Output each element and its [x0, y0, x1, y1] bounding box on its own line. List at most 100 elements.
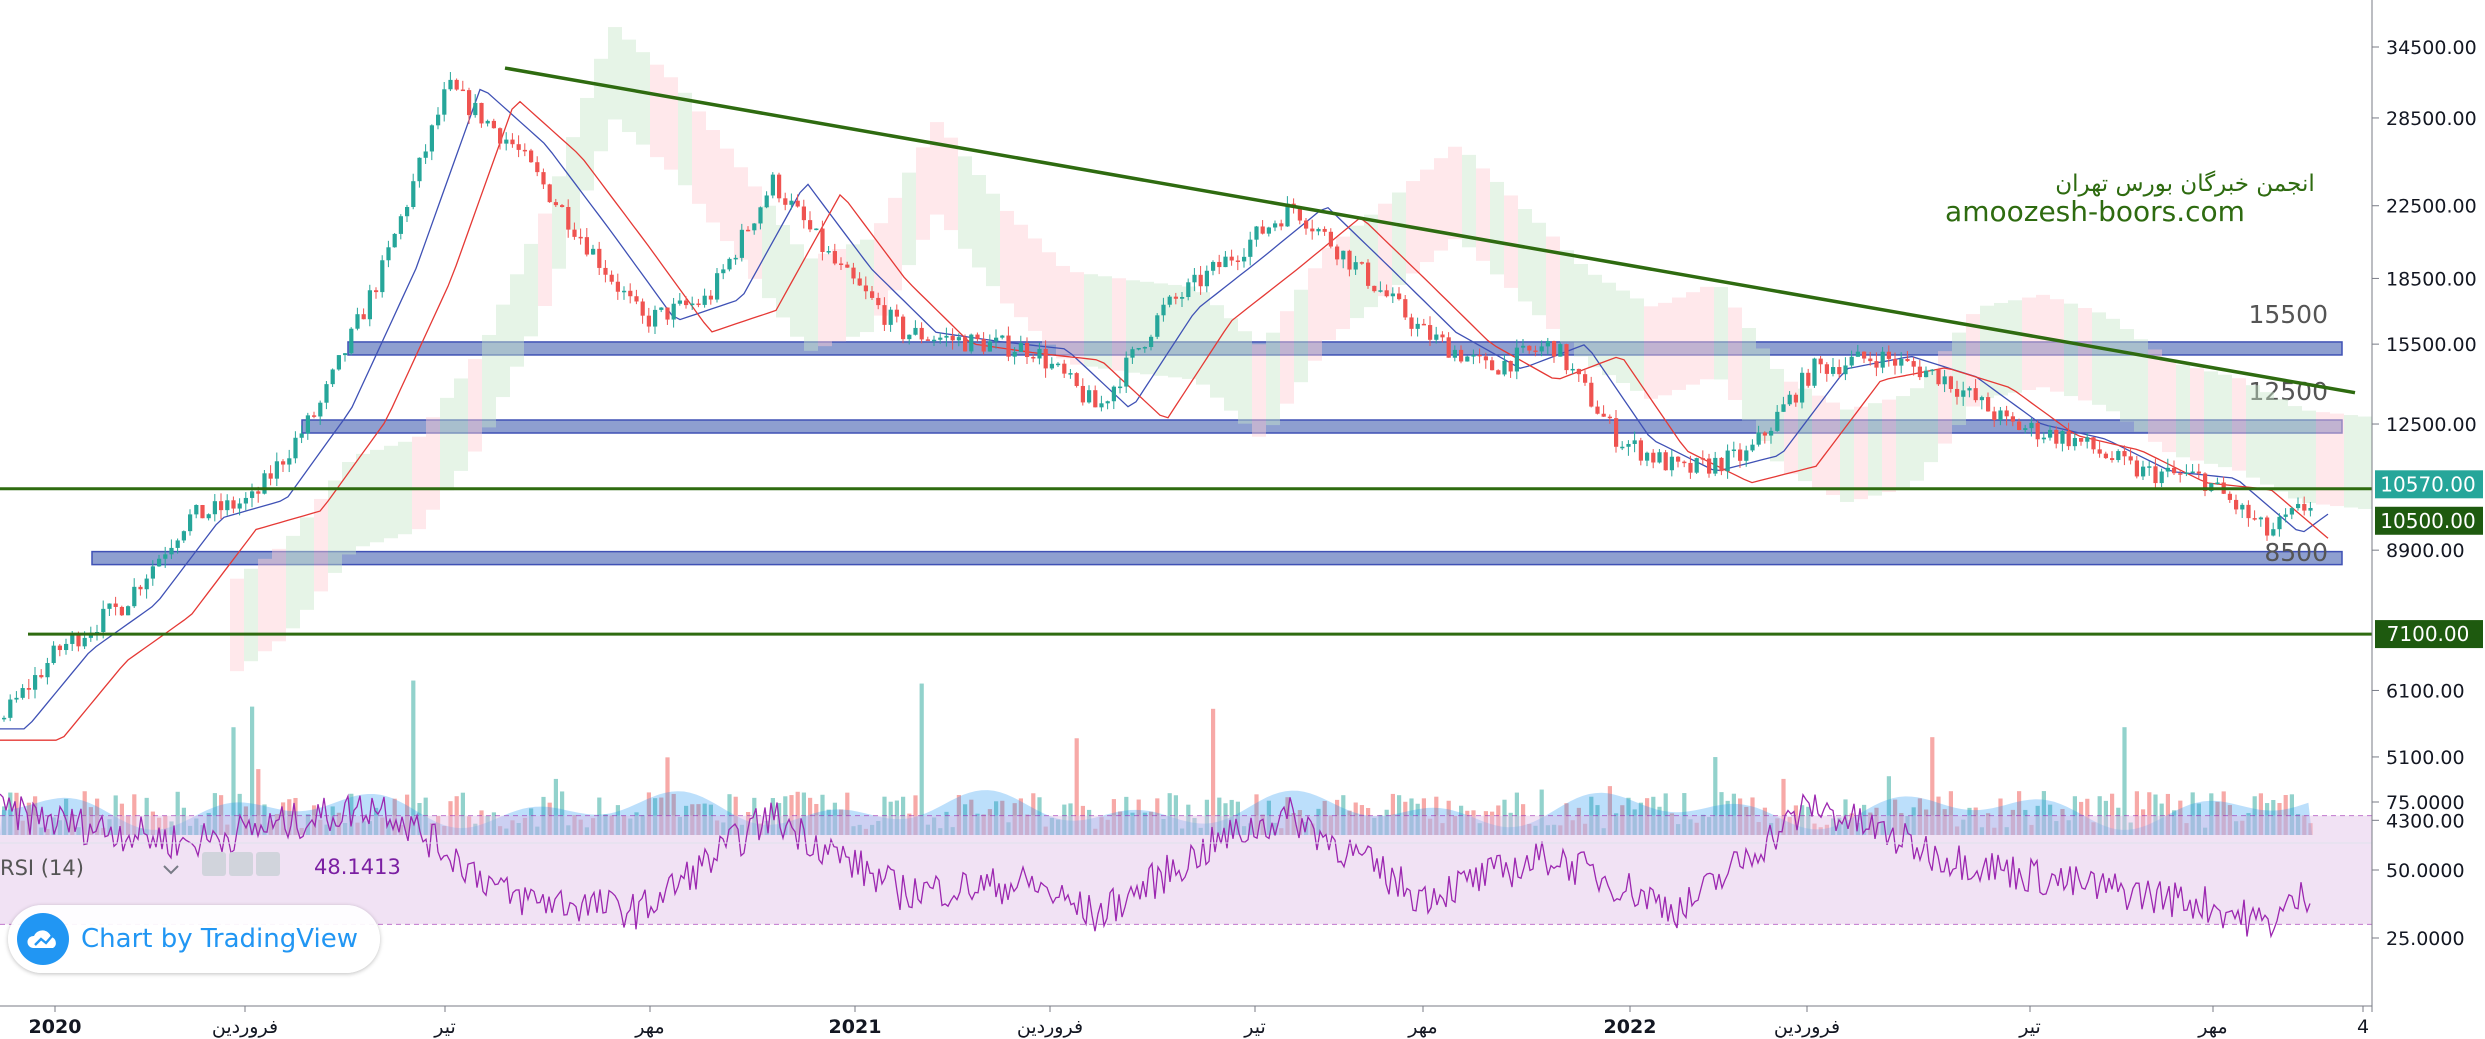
- price-badge-label: 10570.00: [2380, 472, 2475, 496]
- volume-bar: [1273, 822, 1278, 835]
- candle-body: [1719, 457, 1724, 472]
- volume-bar: [76, 827, 81, 835]
- cloud-segment: [930, 122, 944, 215]
- volume-bar: [1886, 776, 1891, 835]
- volume-bar: [274, 814, 279, 835]
- candle-body: [857, 278, 862, 286]
- candle-body: [1490, 360, 1495, 371]
- candle-body: [2085, 437, 2090, 442]
- candle-body: [1787, 394, 1792, 405]
- candle-body: [1583, 374, 1588, 383]
- candle-body: [1242, 256, 1247, 262]
- candle-body: [1601, 413, 1606, 417]
- candle-body: [932, 339, 937, 342]
- y-tick-label: 34500.00: [2386, 37, 2477, 59]
- volume-bar: [448, 801, 453, 835]
- candle-body: [1217, 261, 1222, 268]
- candle-body: [2209, 483, 2214, 491]
- candle-body: [107, 603, 112, 609]
- volume-bar: [1142, 812, 1147, 835]
- volume-bar: [1632, 809, 1637, 835]
- candle-body: [1527, 345, 1532, 351]
- volume-bar: [1012, 803, 1017, 835]
- volume-bar: [603, 814, 608, 835]
- candle-body: [1570, 368, 1575, 371]
- candle-body: [1899, 358, 1904, 366]
- volume-bar: [1167, 793, 1172, 835]
- volume-bar: [1700, 814, 1705, 835]
- candle-body: [64, 643, 69, 651]
- volume-bar: [436, 815, 441, 835]
- cloud-segment: [538, 213, 552, 306]
- volume-bar: [1545, 825, 1550, 835]
- candle-body: [994, 337, 999, 342]
- candle-body: [1731, 449, 1736, 452]
- candle-body: [1645, 452, 1650, 461]
- volume-bar: [1390, 793, 1395, 835]
- volume-bar: [1006, 822, 1011, 835]
- candle-body: [1961, 390, 1966, 397]
- candle-body: [1688, 462, 1693, 473]
- cloud-segment: [440, 397, 454, 491]
- volume-bar: [2122, 727, 2127, 835]
- cloud-segment: [664, 77, 678, 170]
- volume-bar: [1161, 819, 1166, 835]
- volume-bar: [225, 824, 230, 835]
- cloud-segment: [468, 359, 482, 452]
- candle-body: [2252, 518, 2257, 520]
- candle-body: [1316, 228, 1321, 232]
- candle-body: [981, 339, 986, 352]
- volume-bar: [727, 794, 732, 835]
- volume-bar: [1731, 793, 1736, 835]
- volume-bar: [2246, 813, 2251, 835]
- tradingview-logo[interactable]: Chart by TradingView: [8, 905, 380, 973]
- volume-bar: [1428, 818, 1433, 835]
- candle-body: [1452, 349, 1457, 358]
- candle-body: [2178, 473, 2183, 475]
- cloud-segment: [1434, 158, 1448, 251]
- candle-body: [783, 198, 788, 205]
- cloud-segment: [804, 258, 818, 351]
- candle-body: [386, 247, 391, 261]
- cloud-segment: [1994, 302, 2008, 396]
- volume-bar: [1254, 794, 1259, 835]
- volume-bar: [522, 817, 527, 835]
- volume-bar: [405, 794, 410, 835]
- cloud-segment: [608, 27, 622, 120]
- candle-body: [1390, 293, 1395, 297]
- candle-body: [411, 181, 416, 207]
- volume-bar: [2054, 821, 2059, 835]
- candle-body: [1322, 228, 1327, 232]
- candle-body: [2122, 451, 2127, 457]
- candle-body: [498, 128, 503, 144]
- x-tick-label: 2020: [29, 1016, 82, 1038]
- cloud-segment: [496, 304, 510, 398]
- candle-body: [677, 300, 682, 304]
- candle-body: [132, 586, 137, 607]
- candle-body: [1614, 418, 1619, 447]
- cloud-segment: [2344, 415, 2358, 508]
- candle-body: [2116, 451, 2121, 461]
- cloud-segment: [1448, 146, 1462, 240]
- candle-body: [243, 497, 248, 504]
- volume-bar: [1589, 796, 1594, 835]
- volume-bar: [1707, 817, 1712, 835]
- volume-bar: [485, 815, 490, 835]
- candle-body: [1700, 458, 1705, 460]
- volume-bar: [1198, 827, 1203, 835]
- candle-body: [45, 663, 50, 678]
- volume-bar: [950, 827, 955, 835]
- candle-body: [1266, 227, 1271, 234]
- volume-bar: [491, 812, 496, 835]
- candle-body: [200, 505, 205, 519]
- cloud-segment: [1364, 214, 1378, 308]
- candle-body: [212, 501, 217, 515]
- candle-body: [33, 675, 38, 690]
- volume-bar: [2159, 803, 2164, 835]
- cloud-segment: [1000, 210, 1014, 304]
- candle-body: [1800, 372, 1805, 403]
- volume-bar: [367, 821, 372, 835]
- volume-bar: [2308, 823, 2313, 835]
- ma-fast-line: [0, 88, 2329, 730]
